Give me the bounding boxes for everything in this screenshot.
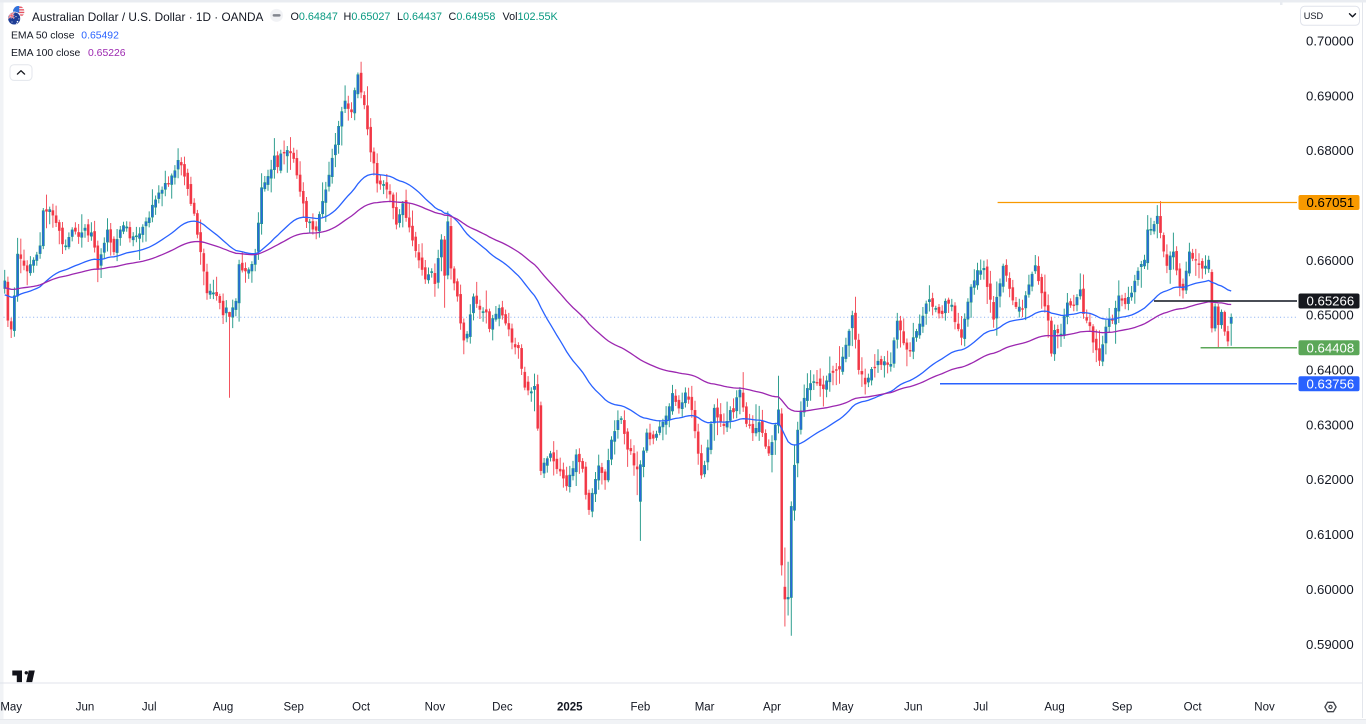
- svg-text:0.60000: 0.60000: [1306, 582, 1354, 597]
- svg-text:0.69000: 0.69000: [1306, 88, 1354, 103]
- svg-text:Feb: Feb: [630, 702, 650, 714]
- svg-text:L0.64437: L0.64437: [397, 11, 442, 23]
- svg-text:0.63756: 0.63756: [1307, 376, 1355, 391]
- svg-text:0.62000: 0.62000: [1306, 472, 1354, 487]
- svg-text:H0.65027: H0.65027: [344, 11, 391, 23]
- svg-text:May: May: [832, 702, 854, 714]
- svg-text:0.64408: 0.64408: [1307, 340, 1355, 355]
- svg-text:0.59000: 0.59000: [1306, 637, 1354, 652]
- svg-text:0.65226: 0.65226: [88, 48, 126, 59]
- svg-text:Australian Dollar / U.S. Dolla: Australian Dollar / U.S. Dollar · 1D · O…: [32, 10, 264, 24]
- svg-text:Apr: Apr: [763, 702, 781, 714]
- svg-text:O0.64847: O0.64847: [291, 11, 338, 23]
- svg-text:0.67051: 0.67051: [1307, 195, 1355, 210]
- svg-text:Jun: Jun: [904, 702, 923, 714]
- svg-text:Oct: Oct: [352, 702, 371, 714]
- svg-text:2025: 2025: [557, 702, 583, 714]
- svg-text:Nov: Nov: [425, 702, 446, 714]
- svg-text:0.66000: 0.66000: [1306, 253, 1354, 268]
- svg-text:Jun: Jun: [76, 702, 95, 714]
- svg-text:USD: USD: [1304, 11, 1324, 21]
- svg-text:Nov: Nov: [1254, 702, 1275, 714]
- svg-text:0.65266: 0.65266: [1307, 294, 1355, 309]
- svg-text:Sep: Sep: [1112, 702, 1132, 714]
- svg-text:0.64000: 0.64000: [1306, 363, 1354, 378]
- svg-text:Aug: Aug: [213, 702, 233, 714]
- svg-text:0.65000: 0.65000: [1306, 308, 1354, 323]
- svg-text:EMA 50 close: EMA 50 close: [11, 31, 75, 42]
- svg-text:0.61000: 0.61000: [1306, 527, 1354, 542]
- svg-text:May: May: [0, 702, 22, 714]
- svg-text:Aug: Aug: [1044, 702, 1064, 714]
- svg-text:Oct: Oct: [1184, 702, 1203, 714]
- svg-text:Dec: Dec: [492, 702, 513, 714]
- svg-text:0.70000: 0.70000: [1306, 33, 1354, 48]
- svg-text:Sep: Sep: [283, 702, 303, 714]
- svg-text:Jul: Jul: [142, 702, 157, 714]
- svg-text:0.65492: 0.65492: [81, 31, 119, 42]
- svg-text:Jul: Jul: [973, 702, 988, 714]
- svg-text:Vol102.55K: Vol102.55K: [503, 11, 559, 23]
- svg-text:0.63000: 0.63000: [1306, 417, 1354, 432]
- svg-text:C0.64958: C0.64958: [449, 11, 496, 23]
- svg-text:EMA 100 close: EMA 100 close: [11, 48, 81, 59]
- svg-text:0.68000: 0.68000: [1306, 143, 1354, 158]
- svg-text:Mar: Mar: [695, 702, 715, 714]
